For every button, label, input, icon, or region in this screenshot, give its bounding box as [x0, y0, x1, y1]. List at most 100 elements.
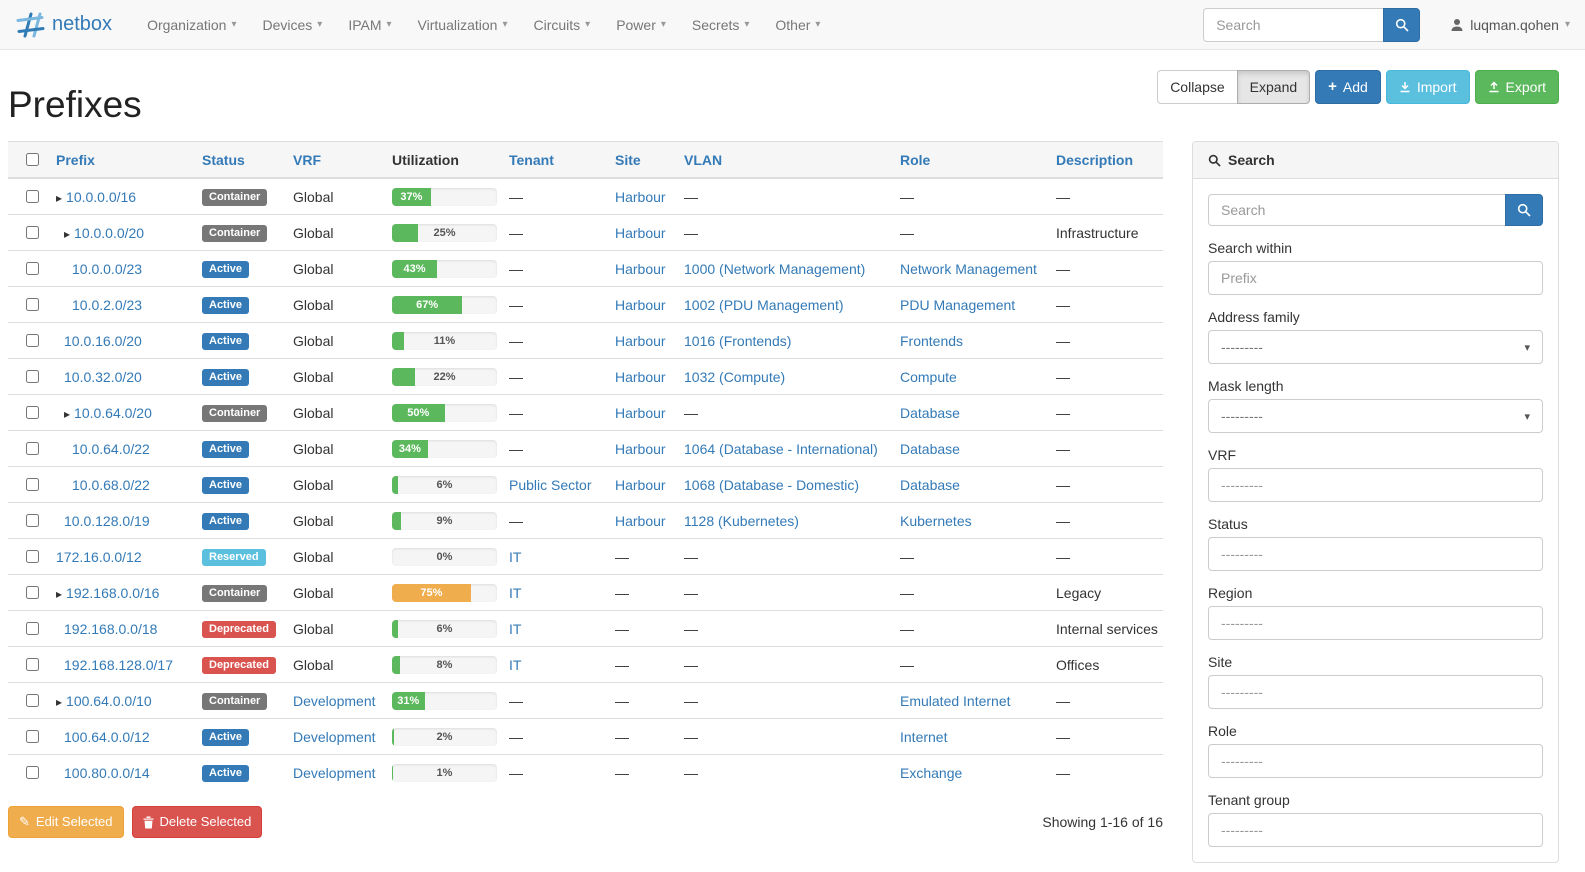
site-link[interactable]: Harbour	[615, 260, 666, 277]
site-link[interactable]: Harbour	[615, 332, 666, 349]
site-link[interactable]: Harbour	[615, 368, 666, 385]
site-link[interactable]: Harbour	[615, 440, 666, 457]
filter-search-input[interactable]	[1208, 194, 1505, 226]
row-checkbox[interactable]	[26, 658, 39, 671]
nav-item-organization[interactable]: Organization ▾	[134, 0, 249, 49]
row-checkbox[interactable]	[26, 514, 39, 527]
role-link[interactable]: Compute	[900, 368, 957, 385]
filter-input-region[interactable]	[1208, 606, 1543, 640]
vlan-link[interactable]: 1064 (Database - International)	[684, 440, 878, 457]
expand-caret-icon[interactable]: ▸	[56, 586, 63, 601]
role-link[interactable]: Exchange	[900, 764, 963, 781]
column-header-site[interactable]: Site	[607, 141, 676, 179]
nav-item-virtualization[interactable]: Virtualization ▾	[405, 0, 521, 49]
row-checkbox[interactable]	[26, 190, 39, 203]
role-link[interactable]: Network Management	[900, 260, 1037, 277]
nav-item-devices[interactable]: Devices ▾	[249, 0, 335, 49]
expand-button[interactable]: Expand	[1236, 70, 1311, 104]
filter-input-site[interactable]	[1208, 675, 1543, 709]
vrf-link[interactable]: Development	[293, 764, 376, 781]
role-link[interactable]: Database	[900, 440, 960, 457]
filter-select-mask-length[interactable]: --------- ▾	[1208, 399, 1543, 433]
vlan-link[interactable]: 1002 (PDU Management)	[684, 296, 844, 313]
delete-selected-button[interactable]: Delete Selected	[131, 806, 263, 838]
role-link[interactable]: Internet	[900, 728, 948, 745]
row-checkbox[interactable]	[26, 406, 39, 419]
prefix-link[interactable]: 100.80.0.0/14	[64, 764, 150, 781]
filter-select-address-family[interactable]: --------- ▾	[1208, 330, 1543, 364]
prefix-link[interactable]: 100.64.0.0/12	[64, 728, 150, 745]
site-link[interactable]: Harbour	[615, 188, 666, 205]
vlan-link[interactable]: 1032 (Compute)	[684, 368, 786, 385]
filter-search-button[interactable]	[1505, 194, 1543, 226]
import-button[interactable]: Import	[1385, 70, 1470, 104]
filter-input-search-within[interactable]	[1208, 261, 1543, 295]
collapse-button[interactable]: Collapse	[1157, 70, 1238, 104]
row-checkbox[interactable]	[26, 298, 39, 311]
row-checkbox[interactable]	[26, 262, 39, 275]
nav-item-other[interactable]: Other ▾	[762, 0, 833, 49]
row-checkbox[interactable]	[26, 478, 39, 491]
prefix-link[interactable]: 192.168.0.0/16	[66, 584, 160, 601]
expand-caret-icon[interactable]: ▸	[56, 694, 63, 709]
row-checkbox[interactable]	[26, 442, 39, 455]
site-link[interactable]: Harbour	[615, 476, 666, 493]
prefix-link[interactable]: 10.0.0.0/16	[66, 188, 137, 205]
prefix-link[interactable]: 10.0.16.0/20	[64, 332, 142, 349]
add-button[interactable]: + Add	[1315, 70, 1381, 104]
expand-caret-icon[interactable]: ▸	[64, 406, 71, 421]
role-link[interactable]: Database	[900, 404, 960, 421]
netbox-brand[interactable]: netbox	[15, 12, 112, 38]
prefix-link[interactable]: 100.64.0.0/10	[66, 692, 152, 709]
site-link[interactable]: Harbour	[615, 512, 666, 529]
edit-selected-button[interactable]: ✎ Edit Selected	[8, 806, 124, 838]
row-checkbox[interactable]	[26, 622, 39, 635]
navbar-search-input[interactable]	[1203, 7, 1384, 42]
prefix-link[interactable]: 10.0.2.0/23	[72, 296, 143, 313]
expand-caret-icon[interactable]: ▸	[64, 226, 71, 241]
user-menu[interactable]: luqman.qohen ▾	[1450, 17, 1570, 33]
role-link[interactable]: Frontends	[900, 332, 964, 349]
prefix-link[interactable]: 10.0.32.0/20	[64, 368, 142, 385]
prefix-link[interactable]: 192.168.128.0/17	[64, 656, 173, 673]
filter-input-status[interactable]	[1208, 537, 1543, 571]
tenant-link[interactable]: IT	[509, 584, 522, 601]
tenant-link[interactable]: IT	[509, 548, 522, 565]
prefix-link[interactable]: 10.0.64.0/22	[72, 440, 150, 457]
row-checkbox[interactable]	[26, 226, 39, 239]
row-checkbox[interactable]	[26, 766, 39, 779]
row-checkbox[interactable]	[26, 370, 39, 383]
column-header-prefix[interactable]: Prefix	[48, 141, 194, 179]
site-link[interactable]: Harbour	[615, 296, 666, 313]
tenant-link[interactable]: IT	[509, 656, 522, 673]
expand-caret-icon[interactable]: ▸	[56, 190, 63, 205]
vlan-link[interactable]: 1068 (Database - Domestic)	[684, 476, 860, 493]
column-header-vrf[interactable]: VRF	[285, 141, 384, 179]
column-header-tenant[interactable]: Tenant	[501, 141, 607, 179]
nav-item-secrets[interactable]: Secrets ▾	[679, 0, 763, 49]
tenant-link[interactable]: IT	[509, 620, 522, 637]
column-header-description[interactable]: Description	[1048, 141, 1163, 179]
row-checkbox[interactable]	[26, 550, 39, 563]
row-checkbox[interactable]	[26, 730, 39, 743]
tenant-link[interactable]: Public Sector	[509, 476, 592, 493]
filter-input-tenant-group[interactable]	[1208, 813, 1543, 847]
role-link[interactable]: Kubernetes	[900, 512, 972, 529]
vlan-link[interactable]: 1016 (Frontends)	[684, 332, 792, 349]
nav-item-ipam[interactable]: IPAM ▾	[335, 0, 404, 49]
role-link[interactable]: Emulated Internet	[900, 692, 1011, 709]
filter-input-role[interactable]	[1208, 744, 1543, 778]
prefix-link[interactable]: 192.168.0.0/18	[64, 620, 158, 637]
select-all-checkbox[interactable]	[26, 153, 39, 166]
row-checkbox[interactable]	[26, 694, 39, 707]
column-header-role[interactable]: Role	[892, 141, 1048, 179]
role-link[interactable]: PDU Management	[900, 296, 1016, 313]
nav-item-power[interactable]: Power ▾	[603, 0, 679, 49]
vlan-link[interactable]: 1128 (Kubernetes)	[684, 512, 799, 529]
site-link[interactable]: Harbour	[615, 224, 666, 241]
prefix-link[interactable]: 10.0.0.0/20	[74, 224, 145, 241]
vrf-link[interactable]: Development	[293, 728, 376, 745]
nav-item-circuits[interactable]: Circuits ▾	[520, 0, 603, 49]
row-checkbox[interactable]	[26, 586, 39, 599]
prefix-link[interactable]: 10.0.64.0/20	[74, 404, 152, 421]
